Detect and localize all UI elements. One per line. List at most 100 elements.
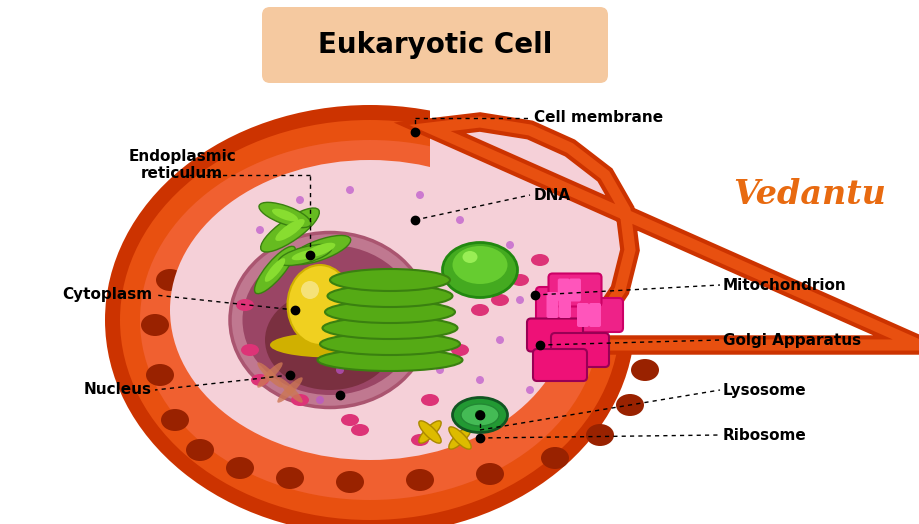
Ellipse shape — [230, 233, 430, 408]
Circle shape — [316, 396, 324, 404]
Ellipse shape — [291, 250, 318, 260]
Ellipse shape — [257, 362, 283, 388]
FancyBboxPatch shape — [262, 7, 608, 83]
Circle shape — [475, 410, 485, 420]
Ellipse shape — [278, 245, 332, 266]
Ellipse shape — [323, 317, 458, 339]
Ellipse shape — [270, 333, 390, 357]
Text: Cytoplasm: Cytoplasm — [62, 288, 152, 302]
FancyBboxPatch shape — [577, 303, 589, 327]
Ellipse shape — [381, 274, 399, 286]
Ellipse shape — [634, 329, 662, 351]
Ellipse shape — [325, 301, 455, 323]
Ellipse shape — [419, 421, 441, 443]
Ellipse shape — [406, 469, 434, 491]
Ellipse shape — [288, 265, 353, 345]
FancyBboxPatch shape — [547, 292, 559, 318]
FancyBboxPatch shape — [589, 303, 601, 327]
Text: Ribosome: Ribosome — [723, 428, 807, 442]
Ellipse shape — [261, 208, 320, 252]
Ellipse shape — [327, 285, 452, 307]
Ellipse shape — [616, 394, 644, 416]
Ellipse shape — [276, 467, 304, 489]
Circle shape — [456, 216, 464, 224]
Text: Nucleus: Nucleus — [84, 383, 152, 398]
FancyBboxPatch shape — [533, 349, 587, 381]
Circle shape — [456, 406, 464, 414]
Text: Cell membrane: Cell membrane — [534, 111, 664, 126]
FancyBboxPatch shape — [558, 278, 570, 301]
Circle shape — [526, 386, 534, 394]
Ellipse shape — [448, 427, 471, 449]
FancyBboxPatch shape — [549, 274, 602, 307]
Ellipse shape — [140, 140, 600, 500]
Circle shape — [496, 336, 504, 344]
Ellipse shape — [255, 246, 296, 293]
Circle shape — [516, 296, 524, 304]
Ellipse shape — [631, 359, 659, 381]
Ellipse shape — [448, 427, 471, 449]
Ellipse shape — [320, 333, 460, 355]
Text: Mitochondrion: Mitochondrion — [723, 278, 846, 292]
FancyBboxPatch shape — [569, 278, 581, 301]
Ellipse shape — [421, 394, 439, 406]
FancyBboxPatch shape — [551, 333, 609, 367]
Ellipse shape — [491, 294, 509, 306]
Ellipse shape — [304, 243, 335, 257]
Ellipse shape — [421, 314, 439, 326]
Circle shape — [436, 366, 444, 374]
Ellipse shape — [452, 398, 507, 432]
Ellipse shape — [186, 439, 214, 461]
Ellipse shape — [236, 299, 254, 311]
Ellipse shape — [289, 235, 351, 265]
FancyBboxPatch shape — [527, 319, 583, 352]
Ellipse shape — [105, 105, 635, 524]
Ellipse shape — [241, 344, 259, 356]
Circle shape — [336, 366, 344, 374]
Ellipse shape — [341, 414, 359, 426]
Text: DNA: DNA — [534, 188, 571, 202]
Ellipse shape — [265, 258, 285, 282]
Circle shape — [541, 326, 549, 334]
Ellipse shape — [586, 424, 614, 446]
Ellipse shape — [452, 246, 507, 284]
FancyBboxPatch shape — [567, 298, 623, 332]
Text: Vedantu: Vedantu — [733, 179, 887, 212]
Ellipse shape — [461, 404, 499, 426]
Ellipse shape — [351, 424, 369, 436]
Circle shape — [506, 241, 514, 249]
Ellipse shape — [120, 120, 620, 520]
Ellipse shape — [411, 434, 429, 446]
Text: Lysosome: Lysosome — [723, 383, 807, 398]
Ellipse shape — [531, 254, 549, 266]
Ellipse shape — [476, 463, 504, 485]
Ellipse shape — [317, 349, 462, 371]
Ellipse shape — [451, 344, 469, 356]
Ellipse shape — [251, 374, 269, 386]
Ellipse shape — [276, 219, 305, 241]
Ellipse shape — [471, 304, 489, 316]
Ellipse shape — [511, 274, 529, 286]
Circle shape — [346, 186, 354, 194]
Ellipse shape — [291, 394, 309, 406]
Ellipse shape — [259, 202, 311, 227]
Ellipse shape — [146, 364, 174, 386]
FancyBboxPatch shape — [536, 287, 594, 323]
Ellipse shape — [141, 314, 169, 336]
Ellipse shape — [419, 421, 441, 443]
Polygon shape — [430, 122, 630, 345]
Circle shape — [416, 191, 424, 199]
Ellipse shape — [301, 281, 319, 299]
Ellipse shape — [265, 290, 395, 390]
Ellipse shape — [170, 160, 570, 460]
Ellipse shape — [226, 457, 254, 479]
Ellipse shape — [336, 471, 364, 493]
Ellipse shape — [541, 447, 569, 469]
Text: Endoplasmic
reticulum: Endoplasmic reticulum — [128, 149, 236, 181]
Ellipse shape — [272, 209, 298, 221]
Text: Golgi Apparatus: Golgi Apparatus — [723, 333, 861, 347]
Circle shape — [396, 356, 404, 364]
Circle shape — [476, 376, 484, 384]
Ellipse shape — [443, 243, 517, 298]
Ellipse shape — [156, 269, 184, 291]
